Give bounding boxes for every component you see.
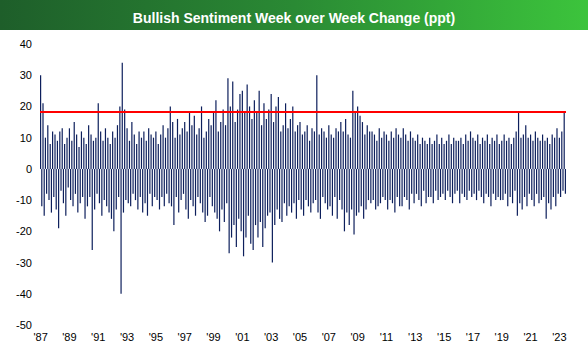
- svg-text:-40: -40: [16, 288, 32, 300]
- svg-text:-10: -10: [16, 194, 32, 206]
- svg-text:Bullish Sentiment Week over We: Bullish Sentiment Week over Week Change …: [133, 10, 455, 26]
- svg-text:40: 40: [20, 38, 32, 50]
- svg-text:'23: '23: [552, 331, 566, 343]
- svg-text:'87: '87: [33, 331, 47, 343]
- svg-text:'99: '99: [206, 331, 220, 343]
- svg-text:-50: -50: [16, 319, 32, 331]
- svg-text:'13: '13: [408, 331, 422, 343]
- svg-text:'09: '09: [350, 331, 364, 343]
- svg-text:-30: -30: [16, 257, 32, 269]
- svg-text:'91: '91: [91, 331, 105, 343]
- svg-text:20: 20: [20, 100, 32, 112]
- svg-text:30: 30: [20, 69, 32, 81]
- svg-text:'17: '17: [466, 331, 480, 343]
- svg-text:'89: '89: [62, 331, 76, 343]
- svg-text:10: 10: [20, 132, 32, 144]
- svg-text:'95: '95: [149, 331, 163, 343]
- svg-text:'97: '97: [178, 331, 192, 343]
- svg-text:'05: '05: [293, 331, 307, 343]
- svg-text:'03: '03: [264, 331, 278, 343]
- svg-text:'07: '07: [322, 331, 336, 343]
- svg-text:'11: '11: [380, 331, 394, 343]
- svg-text:'21: '21: [523, 331, 537, 343]
- svg-text:-20: -20: [16, 225, 32, 237]
- svg-text:0: 0: [26, 163, 32, 175]
- svg-text:'19: '19: [495, 331, 509, 343]
- svg-text:'01: '01: [235, 331, 249, 343]
- svg-text:'15: '15: [437, 331, 451, 343]
- svg-text:'93: '93: [120, 331, 134, 343]
